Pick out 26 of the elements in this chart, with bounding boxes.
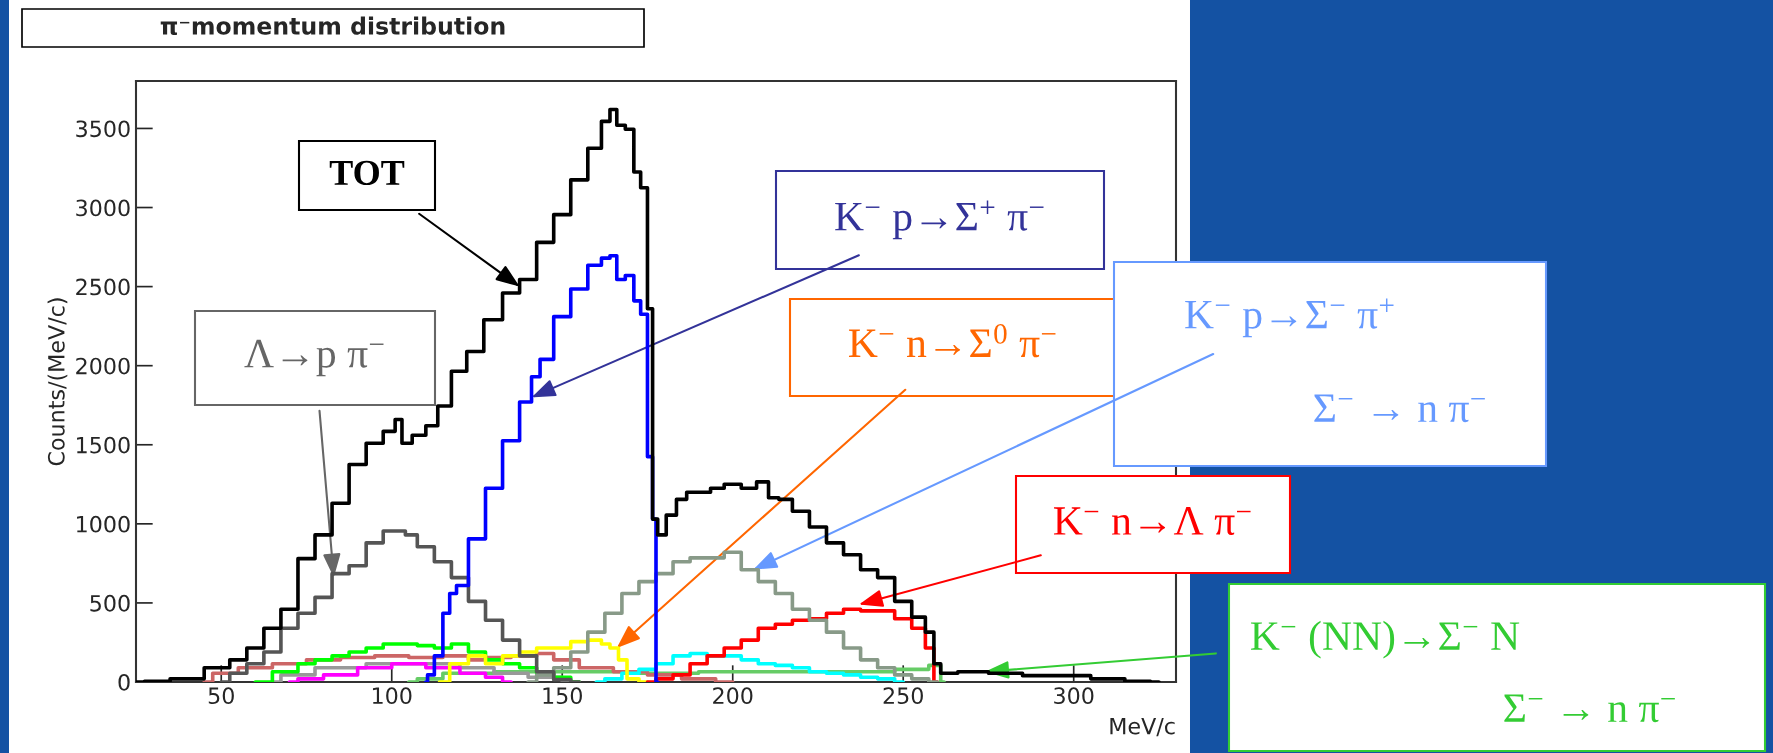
text: Σ$^{−}$ → n π$^{−}$ bbox=[1504, 694, 1675, 723]
chart-title: π⁻momentum distribution bbox=[160, 16, 505, 35]
annotation: Λ→p π$^{−}$ bbox=[244, 339, 384, 377]
text: Σ$^{−}$ → n π$^{−}$ bbox=[1314, 394, 1485, 423]
y-tick-label: 3500 bbox=[76, 120, 130, 138]
x-axis-title: MeV/c bbox=[1110, 717, 1175, 737]
y-tick-label: 2000 bbox=[76, 357, 130, 375]
y-tick-label: 3000 bbox=[76, 199, 130, 217]
x-tick-label: 200 bbox=[713, 687, 753, 705]
y-tick-label: 1500 bbox=[77, 436, 130, 454]
x-tick-label: 50 bbox=[208, 687, 234, 705]
annotation: K$^{−}$ n→Λ π$^{−}$ bbox=[1053, 507, 1251, 536]
annotation: K$^{−}$ (NN)→Σ$^{−}$ N bbox=[1250, 620, 1520, 659]
annotation: K$^{−}$ n→Σ$^{0}$ π$^{−}$ bbox=[848, 324, 1056, 358]
x-tick-label: 100 bbox=[372, 687, 412, 705]
annotation: TOT bbox=[329, 160, 405, 186]
x-tick-label: 250 bbox=[883, 687, 923, 705]
annotation: K$^{−}$ p→Σ$^{+}$ π$^{−}$ bbox=[835, 200, 1044, 240]
y-tick-label: 2500 bbox=[76, 278, 130, 296]
y-tick-label: 1000 bbox=[77, 515, 130, 533]
y-axis-title: Counts/(MeV/c) bbox=[47, 298, 68, 466]
y-tick-label: 0 bbox=[118, 673, 130, 691]
annotation: K$^{−}$ p→Σ$^{−}$ π$^{+}$ bbox=[1185, 298, 1394, 338]
x-tick-label: 150 bbox=[543, 687, 582, 705]
y-tick-label: 500 bbox=[90, 594, 130, 612]
x-tick-label: 300 bbox=[1054, 687, 1094, 705]
